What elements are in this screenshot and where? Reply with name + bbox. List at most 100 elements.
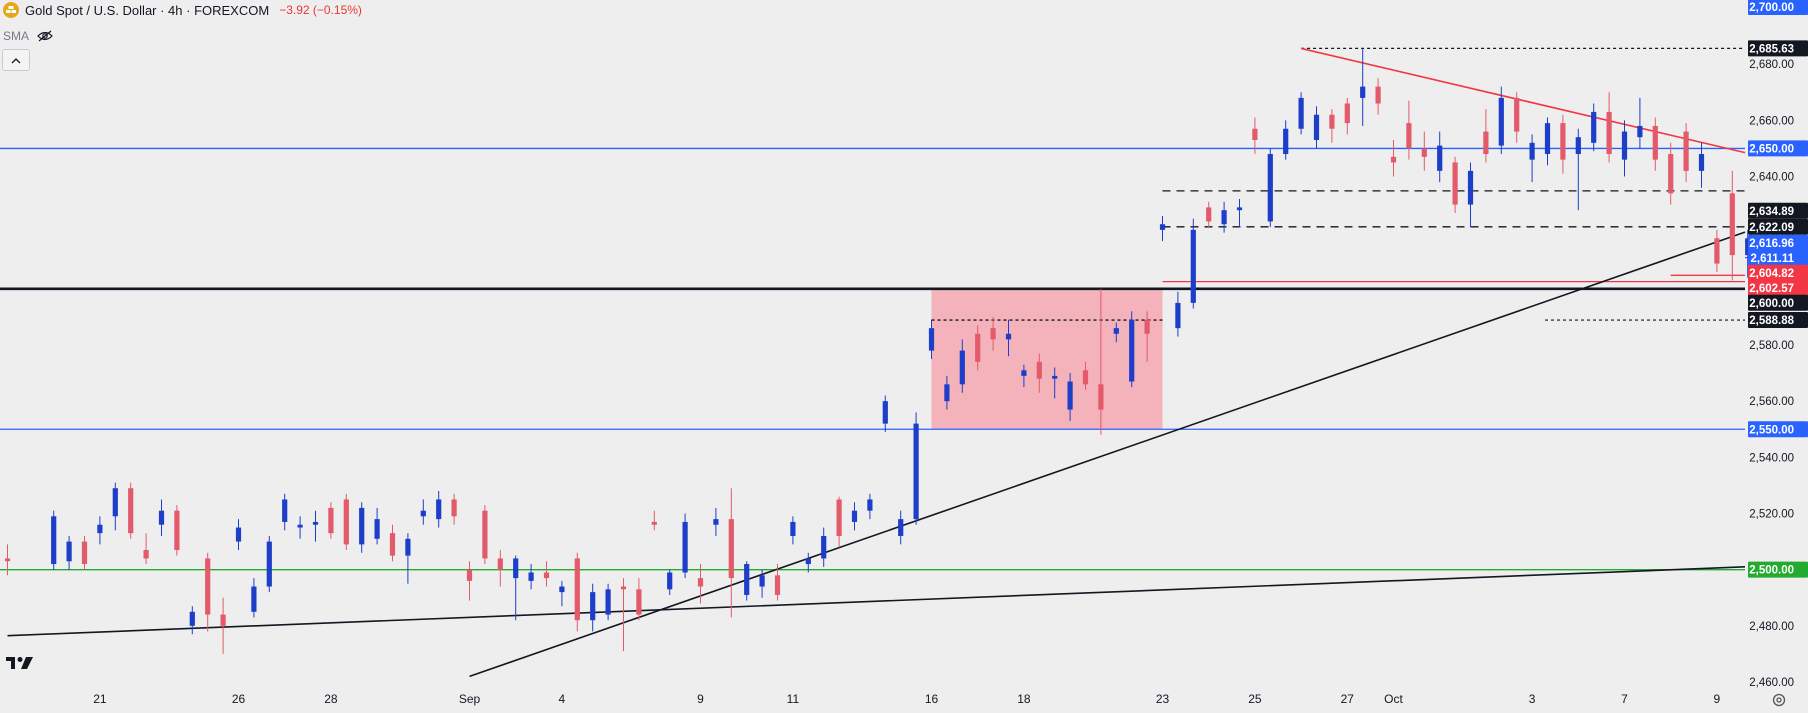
candle-body (1175, 302, 1181, 329)
price-tag-label: 2,604.82 (1749, 268, 1794, 280)
candle-body (312, 521, 319, 525)
candle-body (1652, 125, 1658, 160)
candle-body (282, 499, 288, 522)
x-tick-label: 18 (1017, 692, 1031, 706)
candle-body (1329, 114, 1335, 129)
x-tick-label: 3 (1529, 692, 1536, 706)
price-tag-label: 2,602.57 (1749, 283, 1794, 295)
price-tag-label: 2,611.11 (1751, 253, 1795, 265)
candle-body (513, 558, 519, 579)
candle-body (112, 488, 118, 517)
price-tag-label: 2,500.00 (1749, 565, 1794, 577)
candle-body (482, 510, 488, 559)
candle-body (205, 558, 211, 615)
candle-body (405, 538, 411, 556)
candle-body (697, 578, 704, 587)
symbol-title[interactable]: Gold Spot / U.S. Dollar · 4h · FOREXCOM (25, 2, 270, 18)
y-tick-label: 2,540.00 (1749, 452, 1794, 464)
candle-body (636, 589, 642, 615)
price-tag-label: 2,550.00 (1749, 424, 1794, 436)
price-tag (1748, 140, 1808, 157)
candle-body (543, 572, 550, 579)
candle-body (1113, 328, 1119, 334)
candle-body (158, 510, 165, 525)
price-tag-label: 2,685.63 (1749, 43, 1794, 55)
price-tag (1748, 202, 1808, 219)
candle-body (913, 423, 919, 520)
candle-body (251, 586, 257, 612)
candle-body (728, 519, 734, 579)
y-tick-label: 2,660.00 (1749, 115, 1794, 127)
candle-body (359, 507, 365, 545)
candle-body (1437, 145, 1443, 171)
eye-hidden-icon[interactable] (37, 30, 53, 42)
x-tick-label: 21 (93, 692, 107, 706)
price-tag-label: 2,600.00 (1749, 298, 1794, 310)
y-tick-label: 2,480.00 (1749, 621, 1794, 633)
candle-body (1098, 384, 1104, 410)
candle-body (651, 521, 657, 525)
candle-body (1591, 111, 1597, 143)
price-tag (1748, 279, 1808, 296)
candle-body (1344, 103, 1350, 124)
candle-body (1375, 86, 1381, 104)
x-tick-label: 9 (1714, 692, 1721, 706)
candle-body (1283, 128, 1289, 155)
candle-body (1714, 238, 1720, 264)
candle-body (1298, 97, 1304, 129)
candle-body (1067, 381, 1073, 410)
candle-body (189, 611, 195, 626)
price-tag-label: 2,616.96 (1749, 238, 1794, 250)
candle-body (975, 333, 981, 362)
y-tick-label: 2,460.00 (1749, 677, 1794, 689)
candle-body (1621, 131, 1628, 160)
candle-body (867, 499, 873, 511)
candle-body (1544, 123, 1551, 155)
price-tag (1748, 0, 1808, 15)
candle-body (836, 499, 842, 536)
candle-body (1529, 142, 1535, 160)
price-tag-label: 2,634.89 (1749, 206, 1794, 218)
candle-body (1052, 375, 1058, 379)
candle-body (1360, 86, 1366, 98)
candle-body (66, 541, 72, 562)
x-tick-label: 23 (1156, 692, 1170, 706)
indicator-legend[interactable]: SMA (3, 29, 53, 43)
candle-body (590, 592, 596, 621)
candle-body (466, 569, 473, 581)
candle-body (1560, 123, 1566, 160)
gear-icon[interactable] (1771, 692, 1787, 713)
candle-body (851, 510, 858, 522)
candle-body (1606, 111, 1612, 155)
candle-body (389, 533, 396, 556)
y-tick-label: 2,580.00 (1749, 340, 1794, 352)
candle-body (1498, 97, 1504, 146)
candle-body (235, 527, 242, 542)
x-tick-label: 16 (925, 692, 939, 706)
candle-body (928, 328, 935, 351)
candle-body (821, 535, 827, 559)
price-tag (1748, 312, 1808, 329)
y-tick-label: 2,680.00 (1749, 59, 1794, 71)
candle-body (297, 524, 303, 528)
price-tag-label: 2,700.00 (1749, 2, 1794, 14)
candle-body (620, 586, 627, 590)
candle-body (805, 558, 811, 565)
gold-coin-icon (3, 2, 19, 18)
candle-body (4, 558, 11, 562)
candle-body (143, 550, 149, 559)
price-tag-label: 2,622.09 (1749, 222, 1794, 234)
candle-body (574, 558, 580, 621)
candle-body (1159, 224, 1166, 230)
price-tag (1748, 561, 1808, 578)
candle-body (220, 614, 226, 626)
candle-body (343, 499, 349, 545)
candle-body (328, 507, 334, 534)
trendline (469, 231, 1746, 678)
candle-body (1252, 128, 1258, 140)
tradingview-logo[interactable] (6, 655, 36, 676)
collapse-legend-button[interactable] (2, 49, 30, 71)
candle-body (497, 558, 503, 570)
